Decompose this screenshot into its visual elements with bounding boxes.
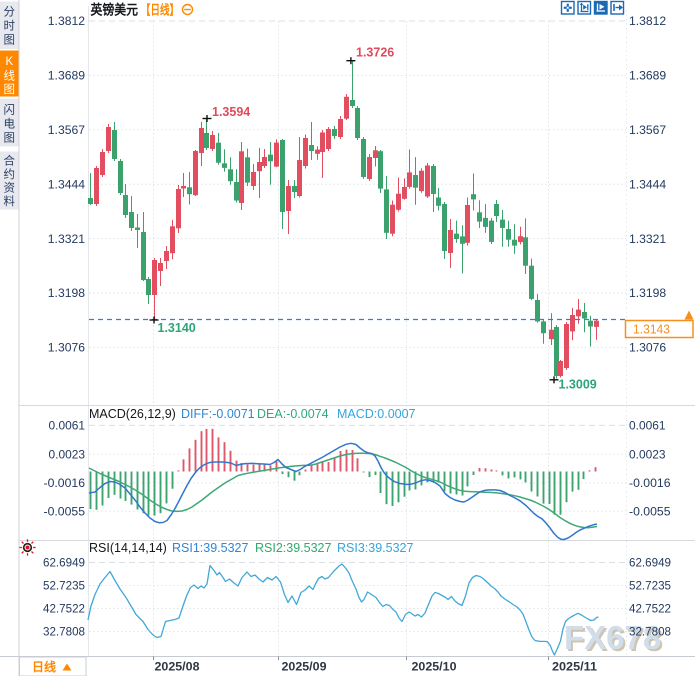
svg-text:FX678: FX678: [566, 621, 663, 658]
svg-text:时: 时: [4, 20, 16, 33]
svg-text:62.6949: 62.6949: [629, 556, 671, 570]
svg-text:0.0061: 0.0061: [629, 419, 666, 433]
svg-text:-0.0016: -0.0016: [629, 476, 671, 490]
svg-text:DEA:-0.0074: DEA:-0.0074: [257, 407, 329, 421]
svg-text:1.3198: 1.3198: [629, 286, 667, 300]
svg-text:-0.0055: -0.0055: [629, 505, 671, 519]
svg-text:62.6949: 62.6949: [43, 556, 85, 570]
svg-text:MACD(26,12,9): MACD(26,12,9): [89, 407, 176, 421]
svg-text:1.3321: 1.3321: [48, 232, 86, 246]
svg-text:RSI(14,14,14): RSI(14,14,14): [89, 541, 167, 555]
svg-text:1.3689: 1.3689: [48, 69, 86, 83]
svg-text:1.3812: 1.3812: [629, 14, 667, 28]
svg-text:闪: 闪: [4, 103, 16, 117]
svg-text:电: 电: [4, 118, 16, 131]
svg-text:52.7235: 52.7235: [629, 579, 671, 593]
svg-text:【日线】: 【日线】: [141, 3, 179, 18]
svg-text:1.3444: 1.3444: [48, 177, 86, 191]
svg-text:1.3726: 1.3726: [356, 46, 394, 60]
svg-text:图: 图: [4, 83, 16, 96]
svg-text:线: 线: [4, 69, 16, 83]
svg-text:1.3567: 1.3567: [629, 123, 667, 137]
svg-text:1.3444: 1.3444: [629, 177, 667, 191]
svg-text:1.3140: 1.3140: [158, 321, 196, 335]
svg-text:-0.0055: -0.0055: [44, 505, 86, 519]
svg-text:0.0023: 0.0023: [49, 447, 86, 461]
svg-text:料: 料: [4, 194, 16, 208]
svg-text:MACD:0.0007: MACD:0.0007: [337, 407, 416, 421]
svg-text:1.3567: 1.3567: [48, 123, 86, 137]
svg-text:1.3594: 1.3594: [212, 105, 250, 119]
svg-text:1.3009: 1.3009: [559, 378, 597, 392]
svg-text:RSI3:39.5327: RSI3:39.5327: [337, 541, 413, 555]
svg-text:1.3321: 1.3321: [629, 232, 667, 246]
svg-text:2025/09: 2025/09: [282, 660, 327, 674]
svg-text:1.3689: 1.3689: [629, 69, 667, 83]
svg-text:32.7808: 32.7808: [43, 625, 85, 639]
svg-text:1.3198: 1.3198: [48, 286, 86, 300]
svg-text:42.7522: 42.7522: [629, 602, 671, 616]
svg-text:图: 图: [4, 132, 16, 145]
svg-text:K: K: [5, 56, 13, 68]
svg-text:2025/11: 2025/11: [552, 660, 597, 674]
svg-text:1.3076: 1.3076: [48, 341, 86, 355]
svg-text:2025/08: 2025/08: [155, 660, 200, 674]
svg-text:32.7808: 32.7808: [629, 625, 671, 639]
svg-text:DIFF:-0.0071: DIFF:-0.0071: [181, 407, 255, 421]
svg-text:1.3812: 1.3812: [48, 14, 86, 28]
svg-text:英镑美元: 英镑美元: [90, 2, 139, 18]
svg-text:RSI1:39.5327: RSI1:39.5327: [172, 541, 248, 555]
svg-text:合: 合: [4, 154, 16, 168]
svg-text:-0.0016: -0.0016: [44, 476, 86, 490]
svg-text:分: 分: [4, 6, 16, 19]
svg-text:52.7235: 52.7235: [43, 579, 85, 593]
svg-text:图: 图: [4, 34, 16, 47]
svg-text:FX678: FX678: [564, 619, 661, 656]
svg-text:42.7522: 42.7522: [43, 602, 85, 616]
svg-text:资: 资: [4, 182, 16, 195]
svg-text:1.3143: 1.3143: [633, 323, 670, 337]
svg-text:1.3076: 1.3076: [629, 341, 667, 355]
svg-text:0.0061: 0.0061: [49, 419, 86, 433]
svg-text:RSI2:39.5327: RSI2:39.5327: [255, 541, 331, 555]
svg-text:2025/10: 2025/10: [412, 660, 457, 674]
svg-text:约: 约: [4, 167, 16, 181]
svg-text:0.0023: 0.0023: [629, 447, 666, 461]
svg-text:日线: 日线: [32, 659, 56, 674]
